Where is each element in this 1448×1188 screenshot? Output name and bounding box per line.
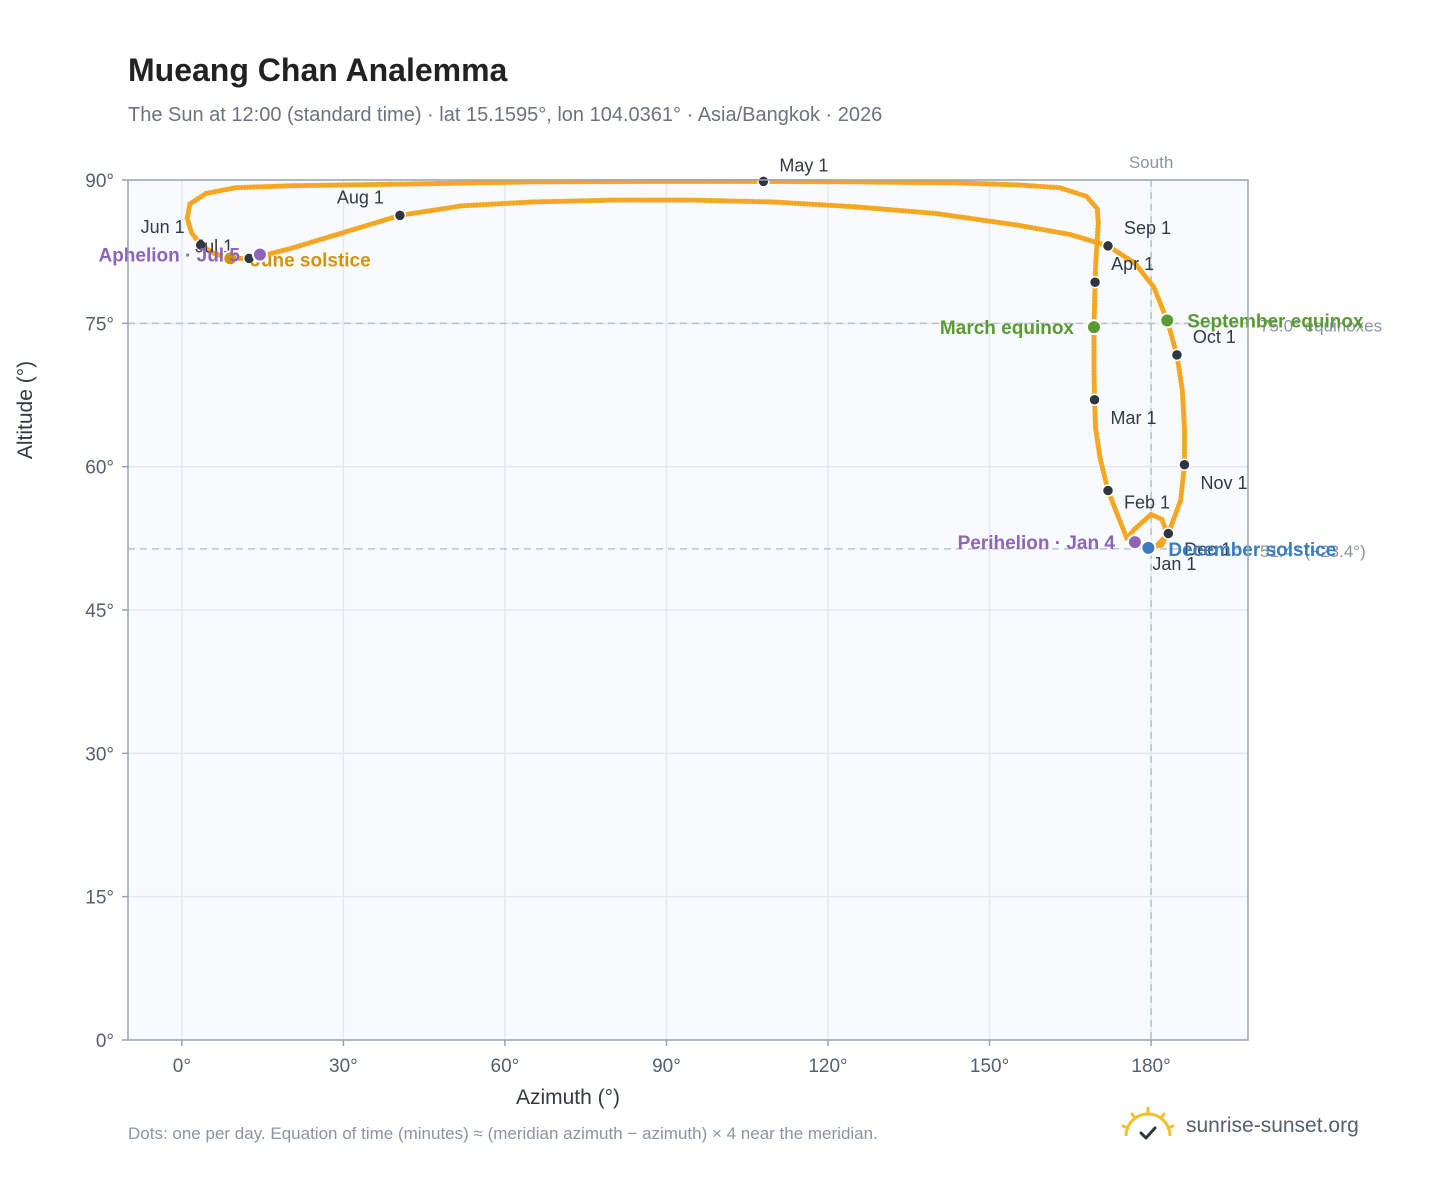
month-marker [194, 238, 207, 252]
month-marker-label: Jul 1 [195, 236, 233, 256]
event-marker [1159, 312, 1176, 329]
sun-logo-icon [1121, 1106, 1175, 1140]
event-marker [251, 246, 268, 263]
month-marker-label: May 1 [779, 155, 828, 175]
event-label: Aphelion · Jul 5 [98, 246, 240, 267]
y-axis-ticks: 0° 15° 30° 45° 60° 75° 90° [85, 171, 128, 1052]
x-tick-label: 30° [329, 1056, 358, 1077]
event-marker [1140, 539, 1157, 556]
month-marker [1162, 527, 1175, 540]
month-marker-label: Oct 1 [1193, 327, 1236, 347]
month-markers: Jan 1 Feb 1 Mar 1 Apr 1 May 1 Jun 1 Jul 1 Aug 1… [141, 155, 1248, 573]
month-marker [1170, 348, 1184, 362]
x-tick-label: 120° [808, 1056, 847, 1077]
event-marker [1086, 319, 1102, 336]
month-marker [757, 175, 770, 188]
y-tick-label: 90° [85, 171, 114, 192]
month-marker [1088, 393, 1101, 407]
event-marker [222, 250, 239, 267]
x-tick-label: 0° [173, 1056, 191, 1077]
event-markers: March equinox September equinox June solst… [98, 246, 1364, 561]
y-tick-label: 75° [85, 314, 114, 335]
y-tick-label: 60° [85, 458, 114, 479]
month-marker-label: Sep 1 [1124, 218, 1171, 238]
month-marker-label: Jan 1 [1152, 554, 1196, 574]
month-marker-label: Apr 1 [1111, 254, 1154, 274]
event-label: September equinox [1187, 311, 1364, 332]
event-label: December solstice [1168, 540, 1336, 561]
x-tick-label: 90° [652, 1056, 681, 1077]
altitude-reference-label: 75.0° equinoxes [1260, 316, 1382, 335]
month-marker [1101, 239, 1115, 253]
chart-title: Mueang Chan Analemma [128, 52, 508, 88]
x-axis-label: Azimuth (°) [516, 1086, 620, 1109]
brand-text: sunrise-sunset.org [1186, 1114, 1359, 1137]
month-marker-label: Nov 1 [1200, 473, 1247, 493]
month-marker [1088, 275, 1102, 289]
x-tick-label: 150° [970, 1056, 1009, 1077]
event-marker [1126, 534, 1143, 551]
event-label: June solstice [250, 250, 370, 271]
y-tick-label: 0° [96, 1031, 114, 1052]
footnote: Dots: one per day. Equation of time (min… [128, 1124, 878, 1143]
month-marker-label: Aug 1 [337, 187, 384, 207]
x-tick-label: 180° [1131, 1056, 1170, 1077]
brand-logo[interactable]: sunrise-sunset.org [1120, 1104, 1359, 1148]
month-marker-label: Dec 1 [1184, 540, 1231, 560]
event-label: March equinox [940, 318, 1075, 339]
chart-subtitle: The Sun at 12:00 (standard time) · lat 1… [128, 104, 883, 126]
month-marker-label: Jun 1 [141, 217, 185, 237]
reference-lines: South 75.0° equinoxes 51.4° (−23.4°) [128, 153, 1382, 1040]
y-tick-label: 45° [85, 601, 114, 622]
event-label: Perihelion · Jan 4 [958, 533, 1116, 554]
x-tick-label: 60° [491, 1056, 520, 1077]
month-marker-label: Mar 1 [1111, 408, 1157, 428]
y-tick-label: 15° [85, 888, 114, 909]
month-marker [1101, 484, 1115, 497]
south-label: South [1129, 153, 1173, 172]
month-marker [1178, 458, 1191, 472]
altitude-reference-label: 51.4° (−23.4°) [1260, 542, 1366, 561]
y-tick-label: 30° [85, 744, 114, 765]
month-marker [393, 209, 407, 222]
y-axis-label: Altitude (°) [14, 361, 37, 459]
month-marker-label: Feb 1 [1124, 493, 1170, 513]
x-axis-ticks: 0° 30° 60° 90° 120° 150° 180° [173, 1040, 1171, 1077]
